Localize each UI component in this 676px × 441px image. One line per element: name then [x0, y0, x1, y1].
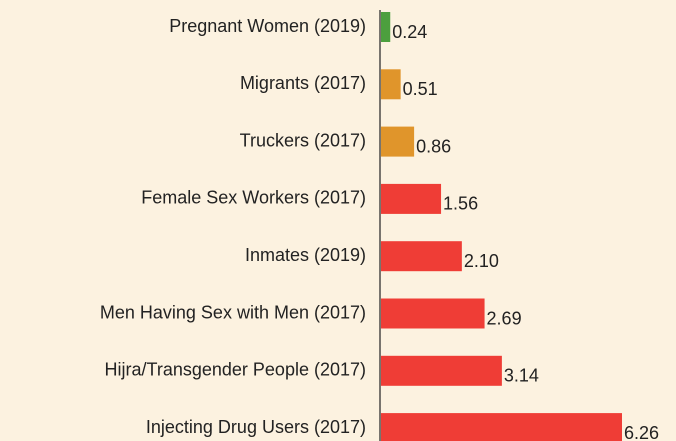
category-label: Truckers (2017) — [240, 130, 366, 150]
value-label: 0.86 — [416, 136, 451, 156]
value-label: 3.14 — [504, 366, 539, 386]
category-label: Pregnant Women (2019) — [169, 16, 366, 36]
value-label: 6.26 — [624, 423, 659, 441]
value-label: 0.24 — [392, 22, 427, 42]
category-label: Female Sex Workers (2017) — [141, 188, 366, 208]
value-label: 2.10 — [464, 251, 499, 271]
value-label: 2.69 — [487, 308, 522, 328]
category-label: Injecting Drug Users (2017) — [146, 417, 366, 437]
value-label: 1.56 — [443, 194, 478, 214]
value-label: 0.51 — [403, 79, 438, 99]
category-label: Hijra/Transgender People (2017) — [105, 360, 366, 380]
bar — [381, 355, 502, 386]
bar — [381, 413, 622, 441]
bar — [381, 12, 391, 42]
category-label: Inmates (2019) — [245, 245, 366, 265]
bar — [381, 241, 462, 272]
bar — [381, 183, 442, 214]
bar — [381, 126, 415, 157]
category-label: Migrants (2017) — [240, 73, 366, 93]
category-label: Men Having Sex with Men (2017) — [100, 302, 366, 322]
bar — [381, 298, 485, 329]
bar — [381, 69, 401, 100]
